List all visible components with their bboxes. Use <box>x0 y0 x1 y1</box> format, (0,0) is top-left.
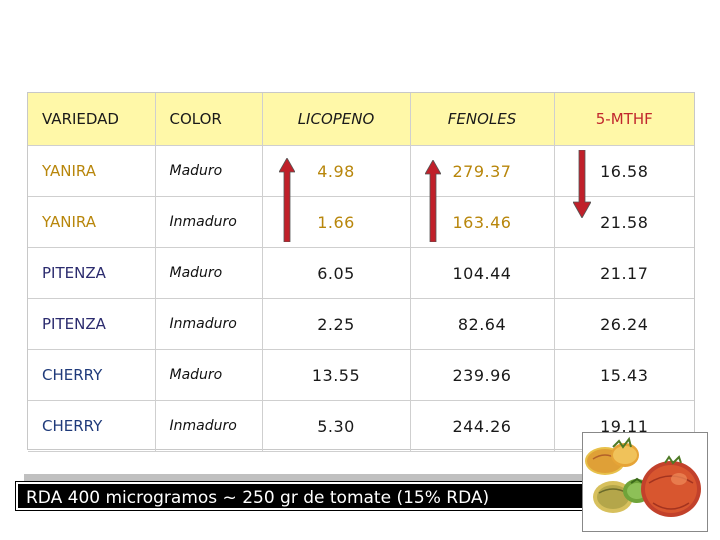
cell-variedad: CHERRY <box>28 349 156 401</box>
header-color: COLOR <box>155 93 263 146</box>
tomatoes-photo-icon <box>582 432 708 532</box>
cell-5-mthf: 16.58 <box>554 145 694 197</box>
table-header-row: VARIEDAD COLOR LICOPENO FENOLES 5-MTHF <box>28 93 694 146</box>
cell-fenoles: 239.96 <box>410 349 555 401</box>
table-row: PITENZA Maduro 6.05 104.44 21.17 <box>28 247 694 299</box>
rda-note: RDA 400 microgramos ~ 250 gr de tomate (… <box>15 481 585 511</box>
table-row: YANIRA Inmaduro 1.66 163.46 21.58 <box>28 196 694 248</box>
header-licopeno: LICOPENO <box>262 93 411 146</box>
cell-5-mthf: 15.43 <box>554 349 694 401</box>
cell-variedad: CHERRY <box>28 400 156 452</box>
nutrient-table: VARIEDAD COLOR LICOPENO FENOLES 5-MTHF Y… <box>27 92 695 452</box>
cell-5-mthf: 26.24 <box>554 298 694 350</box>
cell-fenoles: 244.26 <box>410 400 555 452</box>
cell-licopeno: 2.25 <box>262 298 411 350</box>
mthf-down-arrow-icon <box>573 150 591 218</box>
cell-fenoles: 82.64 <box>410 298 555 350</box>
fenoles-up-arrow-icon <box>425 160 441 242</box>
licopeno-up-arrow-icon <box>279 158 295 242</box>
cell-fenoles: 104.44 <box>410 247 555 299</box>
header-fenoles: FENOLES <box>410 93 555 146</box>
cell-variedad: YANIRA <box>28 145 156 197</box>
cell-color: Inmaduro <box>155 400 263 452</box>
cell-color: Maduro <box>155 247 263 299</box>
cell-variedad: PITENZA <box>28 247 156 299</box>
table-row: YANIRA Maduro 4.98 279.37 16.58 <box>28 145 694 197</box>
table-row: PITENZA Inmaduro 2.25 82.64 26.24 <box>28 298 694 350</box>
note-shadow <box>24 474 594 484</box>
cell-5-mthf: 21.17 <box>554 247 694 299</box>
header-5-mthf: 5-MTHF <box>554 93 694 146</box>
cell-variedad: PITENZA <box>28 298 156 350</box>
table-row: CHERRY Inmaduro 5.30 244.26 19.11 <box>28 400 694 452</box>
cell-licopeno: 5.30 <box>262 400 411 452</box>
cell-color: Maduro <box>155 349 263 401</box>
cell-color: Inmaduro <box>155 298 263 350</box>
table-row: CHERRY Maduro 13.55 239.96 15.43 <box>28 349 694 401</box>
cell-color: Maduro <box>155 145 263 197</box>
header-variedad: VARIEDAD <box>28 93 156 146</box>
cell-licopeno: 6.05 <box>262 247 411 299</box>
cell-variedad: YANIRA <box>28 196 156 248</box>
cell-color: Inmaduro <box>155 196 263 248</box>
cell-licopeno: 13.55 <box>262 349 411 401</box>
